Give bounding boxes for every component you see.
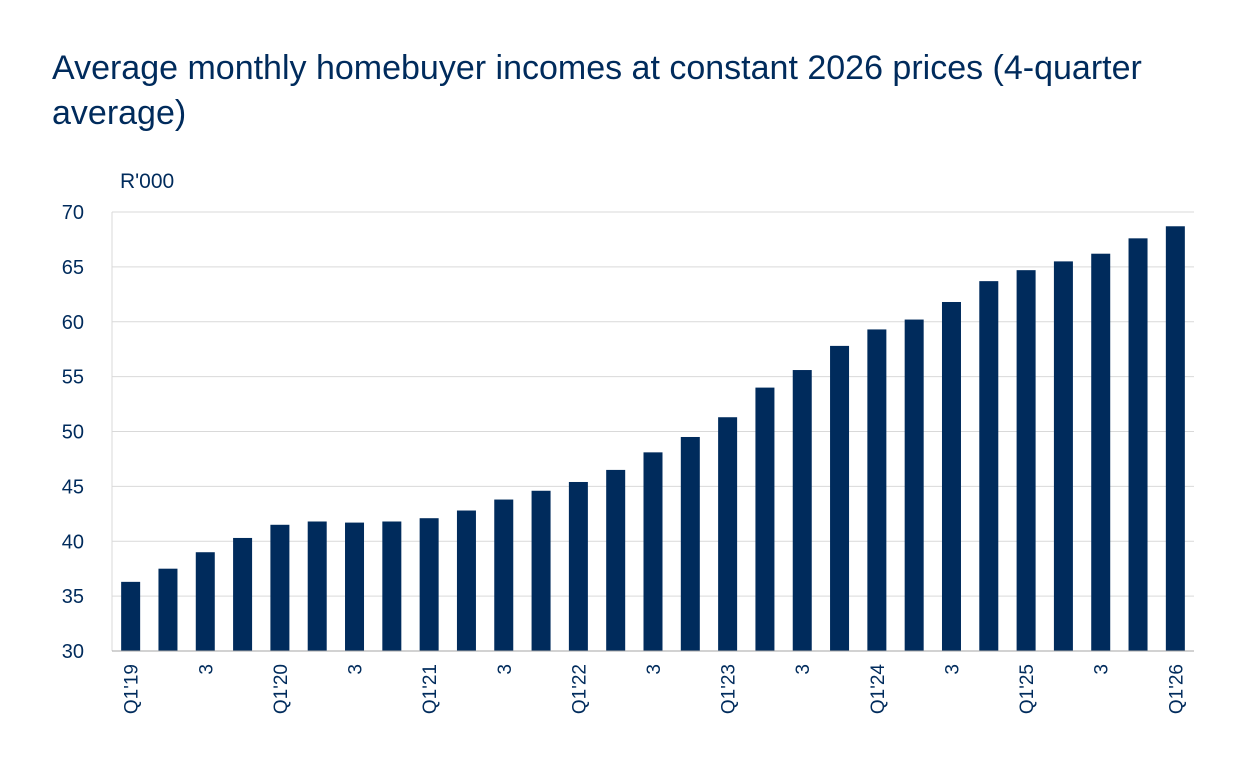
bar: [904, 319, 924, 651]
bar: [1016, 270, 1036, 651]
x-tick-label: 3: [346, 664, 367, 675]
bar: [195, 552, 215, 651]
bar: [382, 521, 402, 651]
y-tick-label: 35: [62, 586, 84, 608]
bar: [568, 481, 588, 651]
bar: [680, 436, 700, 651]
y-tick-label: 30: [62, 641, 84, 663]
y-tick-label: 50: [62, 422, 84, 444]
y-tick-label: 45: [62, 476, 84, 498]
y-unit-label: R'000: [120, 170, 175, 193]
x-tick-label: 3: [793, 664, 814, 675]
bar: [494, 499, 514, 651]
bar: [1165, 226, 1185, 651]
bar: [792, 370, 812, 651]
chart-title: Average monthly homebuyer incomes at con…: [52, 49, 1142, 132]
y-tick-label: 65: [62, 257, 84, 279]
x-tick-label: 3: [644, 664, 665, 675]
bar: [1128, 238, 1148, 651]
x-tick-label: Q1'19: [122, 664, 143, 714]
bar: [158, 568, 178, 651]
bar: [233, 537, 253, 651]
bar: [606, 469, 626, 651]
bar: [979, 281, 999, 651]
bar: [643, 452, 663, 651]
y-tick-label: 55: [62, 367, 84, 389]
bar: [121, 581, 141, 651]
x-tick-labels: Q1'19 3 Q1'20 3 Q1'21 3 Q1'22 3 Q1'23 3 Q1'24 3 Q1'2…: [122, 664, 1188, 715]
bar: [307, 521, 327, 651]
x-tick-label: Q1'24: [868, 664, 889, 715]
x-tick-label: Q1'26: [1166, 664, 1187, 714]
bar: [755, 387, 775, 651]
bar: [941, 301, 961, 651]
x-tick-label: Q1'23: [719, 664, 740, 714]
bar: [345, 522, 365, 651]
y-tick-label: 40: [62, 531, 84, 553]
x-tick-label: Q1'22: [569, 664, 590, 714]
y-tick-label: 60: [62, 312, 84, 334]
axes: [111, 212, 1194, 652]
bar: [830, 345, 850, 651]
x-tick-label: 3: [196, 664, 217, 675]
bar: [531, 490, 551, 651]
x-tick-label: Q1'20: [271, 664, 292, 714]
x-tick-label: Q1'25: [1017, 664, 1038, 714]
bar: [718, 417, 738, 651]
bars: [121, 226, 1185, 651]
bar: [270, 524, 290, 651]
bar: [1091, 253, 1111, 651]
bar: [1053, 261, 1073, 651]
bar: [867, 329, 887, 651]
y-tick-label: 70: [62, 202, 84, 224]
bar: [419, 518, 439, 651]
x-tick-label: Q1'21: [420, 664, 441, 714]
bar: [456, 510, 476, 651]
x-tick-label: 3: [942, 664, 963, 675]
x-tick-label: 3: [1092, 664, 1113, 675]
x-tick-label: 3: [495, 664, 516, 675]
y-tick-labels: 30 35 40 45 50 55 60 65 70: [62, 202, 84, 663]
